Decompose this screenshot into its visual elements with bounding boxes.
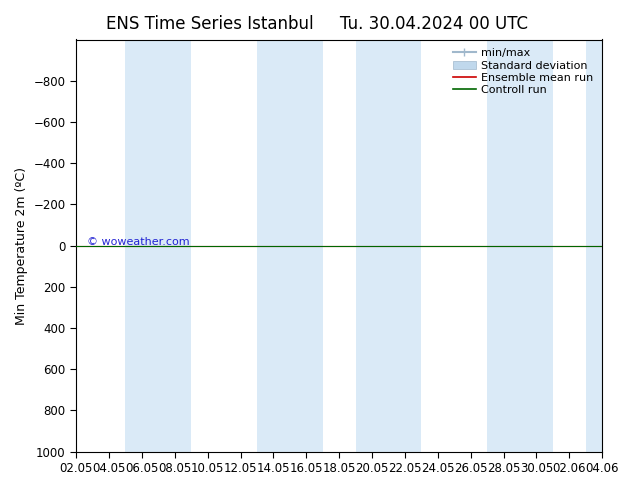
Text: ENS Time Series Istanbul     Tu. 30.04.2024 00 UTC: ENS Time Series Istanbul Tu. 30.04.2024 … bbox=[106, 15, 528, 33]
Bar bbox=[520, 40, 553, 452]
Bar bbox=[158, 40, 191, 452]
Y-axis label: Min Temperature 2m (ºC): Min Temperature 2m (ºC) bbox=[15, 167, 28, 324]
Text: © woweather.com: © woweather.com bbox=[87, 237, 189, 247]
Bar bbox=[126, 40, 158, 452]
Bar bbox=[356, 40, 389, 452]
Legend: min/max, Standard deviation, Ensemble mean run, Controll run: min/max, Standard deviation, Ensemble me… bbox=[450, 45, 597, 98]
Bar bbox=[257, 40, 290, 452]
Bar bbox=[389, 40, 422, 452]
Bar bbox=[290, 40, 323, 452]
Bar bbox=[586, 40, 619, 452]
Bar bbox=[487, 40, 520, 452]
